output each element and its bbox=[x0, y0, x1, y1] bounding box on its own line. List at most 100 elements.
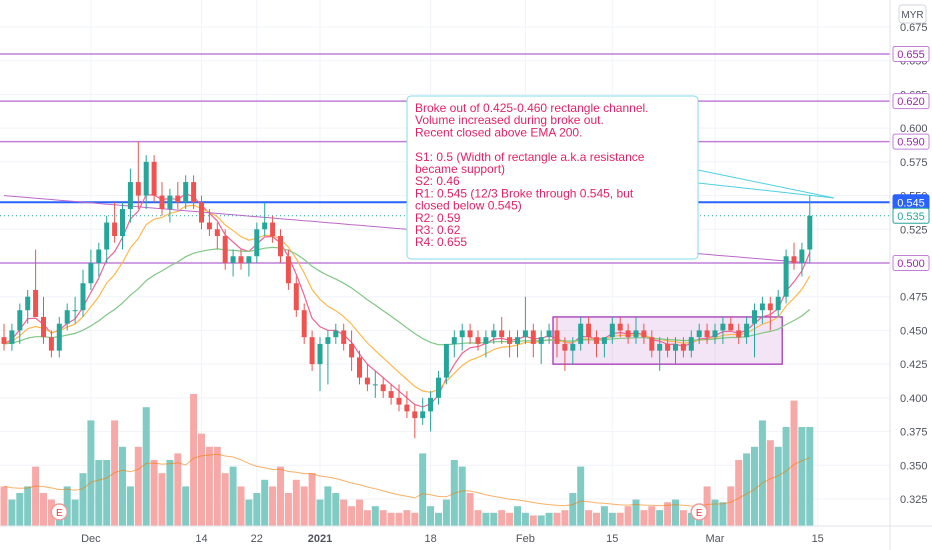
candle-up[interactable] bbox=[104, 215, 110, 263]
candle-down[interactable] bbox=[135, 141, 141, 210]
earnings-badge[interactable]: E bbox=[690, 503, 708, 521]
candle-down[interactable] bbox=[499, 316, 505, 344]
candle-down[interactable] bbox=[736, 323, 742, 344]
candle-down[interactable] bbox=[704, 323, 710, 344]
candle-down[interactable] bbox=[48, 330, 54, 358]
candle-down[interactable] bbox=[341, 323, 347, 351]
candle-up[interactable] bbox=[428, 391, 434, 432]
candle-up[interactable] bbox=[696, 323, 702, 344]
candle-up[interactable] bbox=[657, 337, 663, 371]
candle-up[interactable] bbox=[601, 337, 607, 358]
candle-down[interactable] bbox=[199, 195, 204, 230]
candle-up[interactable] bbox=[420, 397, 426, 425]
candle-down[interactable] bbox=[728, 316, 734, 331]
candle-down[interactable] bbox=[349, 330, 355, 371]
earnings-badge[interactable]: E bbox=[50, 503, 69, 521]
candle-up[interactable] bbox=[183, 175, 189, 210]
candle-up[interactable] bbox=[609, 316, 615, 344]
candle-down[interactable] bbox=[151, 155, 157, 203]
candle-down[interactable] bbox=[293, 276, 299, 317]
candles[interactable] bbox=[1, 141, 813, 439]
candle-down[interactable] bbox=[586, 316, 592, 344]
note-box[interactable] bbox=[406, 95, 699, 260]
candle-down[interactable] bbox=[357, 350, 362, 385]
candle-up[interactable] bbox=[167, 188, 173, 223]
currency-button-group[interactable]: MYR bbox=[898, 4, 927, 24]
candle-up[interactable] bbox=[673, 337, 678, 365]
candle-up[interactable] bbox=[515, 330, 520, 358]
candle-up[interactable] bbox=[127, 168, 133, 223]
candle-down[interactable] bbox=[285, 249, 291, 290]
candle-down[interactable] bbox=[364, 364, 370, 392]
candle-down[interactable] bbox=[214, 222, 220, 250]
candle-up[interactable] bbox=[633, 316, 639, 344]
candle-down[interactable] bbox=[388, 384, 394, 405]
candle-down[interactable] bbox=[270, 215, 276, 243]
candle-up[interactable] bbox=[491, 323, 497, 344]
candle-down[interactable] bbox=[625, 323, 631, 344]
candle-up[interactable] bbox=[325, 330, 331, 385]
candle-down[interactable] bbox=[396, 384, 402, 412]
candle-up[interactable] bbox=[262, 202, 268, 237]
candle-up[interactable] bbox=[783, 249, 789, 304]
candle-up[interactable] bbox=[230, 249, 236, 277]
candle-up[interactable] bbox=[333, 323, 339, 344]
candle-down[interactable] bbox=[112, 202, 118, 243]
candle-down[interactable] bbox=[617, 316, 623, 338]
candle-up[interactable] bbox=[546, 323, 552, 344]
candle-up[interactable] bbox=[25, 289, 31, 324]
candle-down[interactable] bbox=[159, 182, 165, 216]
candle-down[interactable] bbox=[554, 316, 560, 358]
candle-up[interactable] bbox=[436, 370, 441, 405]
candle-up[interactable] bbox=[120, 202, 125, 250]
candle-down[interactable] bbox=[649, 330, 655, 358]
candle-up[interactable] bbox=[807, 195, 813, 263]
candle-down[interactable] bbox=[33, 249, 39, 317]
candle-up[interactable] bbox=[752, 303, 757, 358]
candle-down[interactable] bbox=[665, 337, 671, 358]
callout-note[interactable]: Broke out of 0.425-0.460 rectangle chann… bbox=[406, 95, 835, 260]
candle-up[interactable] bbox=[80, 269, 86, 317]
candle-down[interactable] bbox=[467, 323, 473, 344]
candle-down[interactable] bbox=[530, 323, 536, 358]
candle-up[interactable] bbox=[317, 337, 323, 392]
candle-down[interactable] bbox=[1, 323, 7, 351]
candle-up[interactable] bbox=[451, 330, 457, 358]
candle-down[interactable] bbox=[412, 404, 418, 439]
candle-up[interactable] bbox=[372, 370, 378, 398]
candle-down[interactable] bbox=[404, 391, 410, 419]
candle-down[interactable] bbox=[222, 229, 228, 270]
candle-up[interactable] bbox=[254, 222, 260, 263]
candle-down[interactable] bbox=[680, 337, 686, 358]
currency-button[interactable] bbox=[898, 4, 927, 24]
candle-up[interactable] bbox=[522, 296, 528, 344]
candle-up[interactable] bbox=[443, 343, 449, 385]
candle-up[interactable] bbox=[688, 330, 694, 358]
candle-up[interactable] bbox=[246, 256, 252, 277]
candle-down[interactable] bbox=[594, 330, 599, 358]
candle-up[interactable] bbox=[17, 303, 23, 344]
candle-up[interactable] bbox=[64, 303, 70, 331]
candle-up[interactable] bbox=[143, 155, 149, 210]
candle-down[interactable] bbox=[791, 242, 797, 270]
candle-down[interactable] bbox=[380, 377, 386, 398]
candle-down[interactable] bbox=[175, 182, 181, 210]
candle-down[interactable] bbox=[41, 296, 46, 344]
candle-down[interactable] bbox=[767, 296, 773, 331]
candle-down[interactable] bbox=[562, 337, 568, 371]
candle-down[interactable] bbox=[309, 330, 315, 371]
candle-up[interactable] bbox=[775, 289, 781, 317]
candle-down[interactable] bbox=[278, 229, 283, 263]
candle-down[interactable] bbox=[507, 330, 513, 358]
candle-up[interactable] bbox=[459, 323, 465, 351]
candle-up[interactable] bbox=[712, 323, 718, 344]
candle-down[interactable] bbox=[206, 209, 212, 237]
candle-up[interactable] bbox=[744, 316, 750, 344]
candle-up[interactable] bbox=[483, 330, 489, 358]
candle-down[interactable] bbox=[238, 249, 244, 270]
candle-up[interactable] bbox=[759, 296, 765, 324]
candle-up[interactable] bbox=[538, 330, 544, 365]
candle-down[interactable] bbox=[301, 303, 307, 344]
